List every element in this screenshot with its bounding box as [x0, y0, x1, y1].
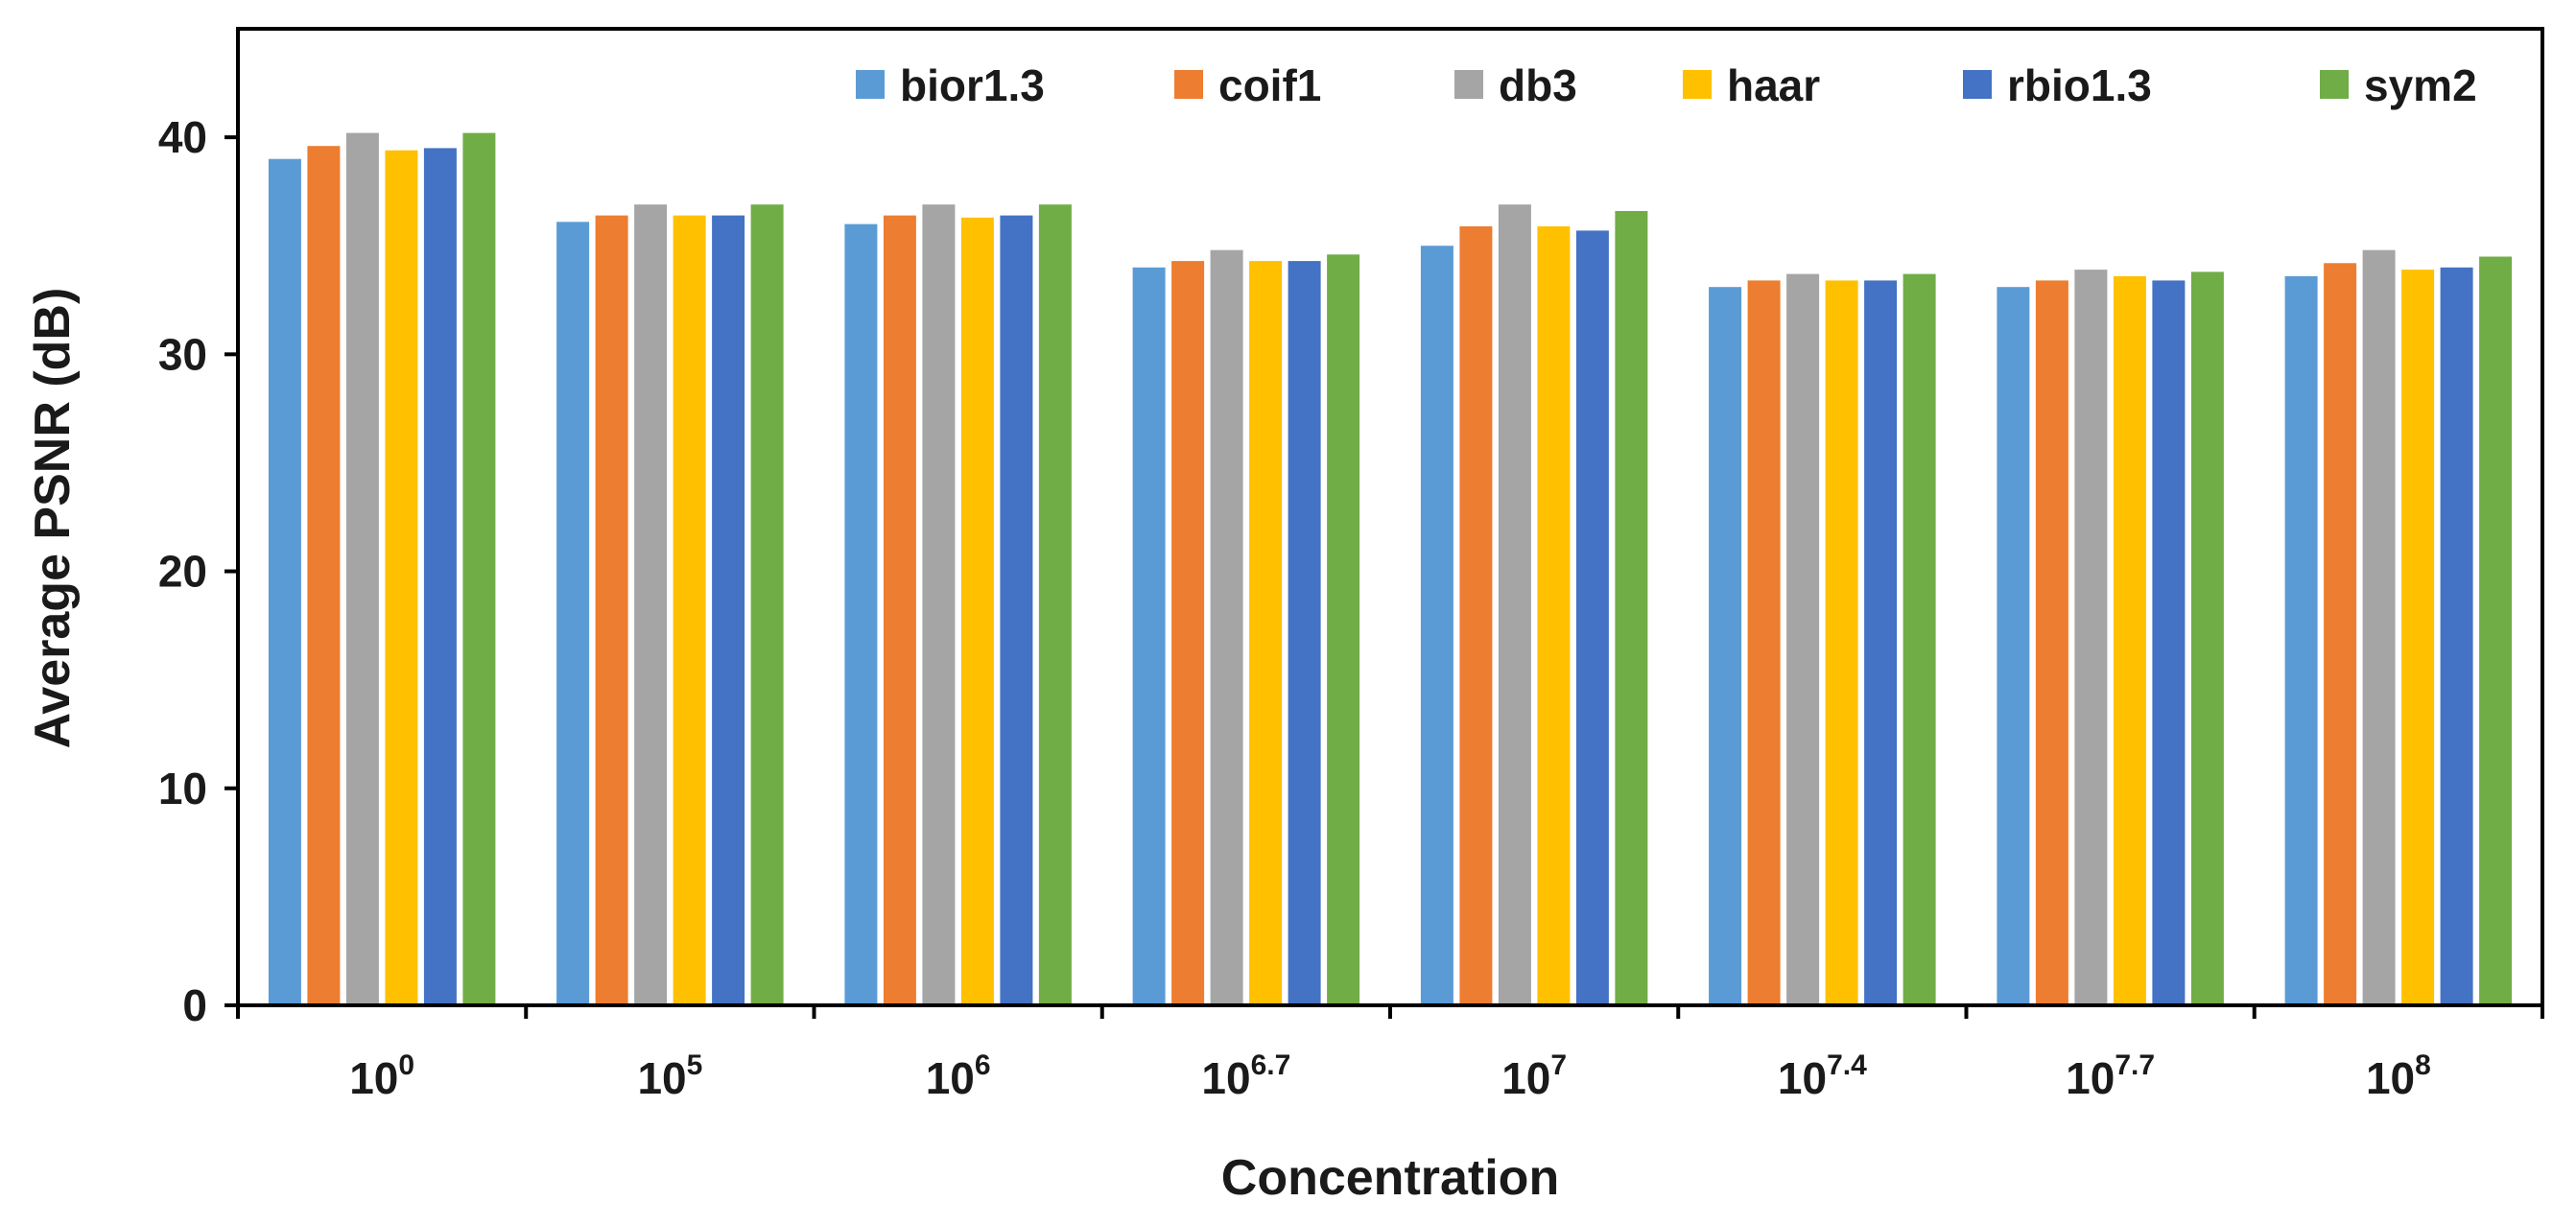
x-tick-label: 106: [926, 1049, 991, 1103]
bar-db3-10^5: [634, 204, 668, 1005]
bar-rbio1.3-10^6: [1000, 215, 1033, 1006]
y-tick-label: 20: [158, 547, 207, 597]
bar-coif1-10^7.7: [2035, 280, 2068, 1005]
bar-coif1-10^6: [883, 215, 916, 1006]
legend-label-rbio1.3: rbio1.3: [2007, 60, 2152, 110]
legend-swatch-haar: [1683, 70, 1712, 99]
bar-sym2-10^0: [462, 132, 496, 1006]
bar-db3-10^7: [1498, 204, 1531, 1005]
bar-bior1.3-10^7.7: [1997, 287, 2030, 1005]
bar-rbio1.3-10^7: [1575, 230, 1609, 1005]
bar-coif1-10^5: [595, 215, 628, 1006]
bar-db3-10^6: [922, 204, 956, 1005]
bar-rbio1.3-10^7.7: [2152, 280, 2186, 1005]
bar-rbio1.3-10^6.7: [1288, 261, 1321, 1006]
x-tick-label: 106.7: [1201, 1049, 1290, 1103]
legend-label-db3: db3: [1499, 60, 1577, 110]
x-tick-label: 107.4: [1778, 1049, 1867, 1103]
bar-sym2-10^7: [1615, 211, 1648, 1005]
bar-bior1.3-10^6.7: [1132, 267, 1166, 1005]
y-tick-label: 30: [158, 329, 207, 379]
axes-group: 0 10 20 30 40 100 105 106 106.7 107 107.4 107.7 108: [158, 27, 2544, 1103]
bar-sym2-10^5: [750, 204, 784, 1005]
bar-bior1.3-10^8: [2284, 275, 2318, 1005]
bar-haar-10^7: [1537, 225, 1571, 1005]
bar-rbio1.3-10^8: [2440, 267, 2473, 1005]
bar-sym2-10^6: [1038, 204, 1072, 1005]
bar-coif1-10^0: [307, 146, 341, 1005]
bar-haar-10^5: [673, 215, 706, 1006]
bar-haar-10^7.7: [2113, 275, 2146, 1005]
bar-bior1.3-10^6: [844, 224, 878, 1006]
y-tick-label: 40: [158, 112, 207, 162]
legend-label-coif1: coif1: [1218, 60, 1321, 110]
bar-sym2-10^8: [2479, 256, 2513, 1005]
legend-label-bior1.3: bior1.3: [900, 60, 1045, 110]
x-tick-label: 107: [1501, 1049, 1567, 1103]
legend-swatch-db3: [1454, 70, 1483, 99]
legend: bior1.3 coif1 db3 haar rbio1.3 sym2: [856, 60, 2477, 110]
bar-rbio1.3-10^7.4: [1864, 280, 1898, 1005]
x-tick-label: 105: [637, 1049, 702, 1103]
legend-swatch-sym2: [2320, 70, 2349, 99]
bar-bior1.3-10^7.4: [1709, 287, 1742, 1005]
y-axis-title: Average PSNR (dB): [25, 288, 81, 749]
bar-bior1.3-10^0: [268, 158, 301, 1005]
legend-swatch-bior1.3: [856, 70, 885, 99]
bar-haar-10^8: [2401, 270, 2435, 1006]
bar-db3-10^7.4: [1786, 273, 1820, 1006]
bars-group: [268, 132, 2513, 1006]
x-tick-label: 108: [2366, 1049, 2431, 1103]
bar-bior1.3-10^7: [1420, 246, 1453, 1005]
bar-db3-10^0: [345, 132, 379, 1006]
bar-sym2-10^7.4: [1902, 273, 1936, 1006]
bar-db3-10^6.7: [1210, 249, 1243, 1005]
bar-sym2-10^7.7: [2190, 271, 2224, 1005]
bar-db3-10^8: [2362, 249, 2396, 1005]
bar-coif1-10^6.7: [1171, 261, 1205, 1006]
legend-swatch-coif1: [1174, 70, 1203, 99]
x-axis-title: Concentration: [1221, 1150, 1559, 1206]
bar-db3-10^7.7: [2074, 270, 2108, 1006]
legend-label-haar: haar: [1727, 60, 1820, 110]
x-tick-label: 107.7: [2066, 1049, 2155, 1103]
bar-coif1-10^7.4: [1747, 280, 1781, 1005]
bar-sym2-10^6.7: [1327, 254, 1360, 1005]
bar-coif1-10^8: [2324, 263, 2357, 1005]
bar-haar-10^6: [960, 217, 994, 1006]
bar-haar-10^6.7: [1249, 261, 1283, 1006]
legend-swatch-rbio1.3: [1963, 70, 1992, 99]
legend-label-sym2: sym2: [2364, 60, 2477, 110]
bar-bior1.3-10^5: [556, 222, 590, 1006]
bar-haar-10^0: [385, 150, 418, 1005]
bar-coif1-10^7: [1459, 225, 1493, 1005]
bar-haar-10^7.4: [1825, 280, 1858, 1005]
y-tick-label: 10: [158, 764, 207, 813]
bar-rbio1.3-10^5: [712, 215, 745, 1006]
x-tick-label: 100: [349, 1049, 414, 1103]
bar-rbio1.3-10^0: [423, 148, 457, 1005]
y-tick-label: 0: [182, 980, 207, 1030]
